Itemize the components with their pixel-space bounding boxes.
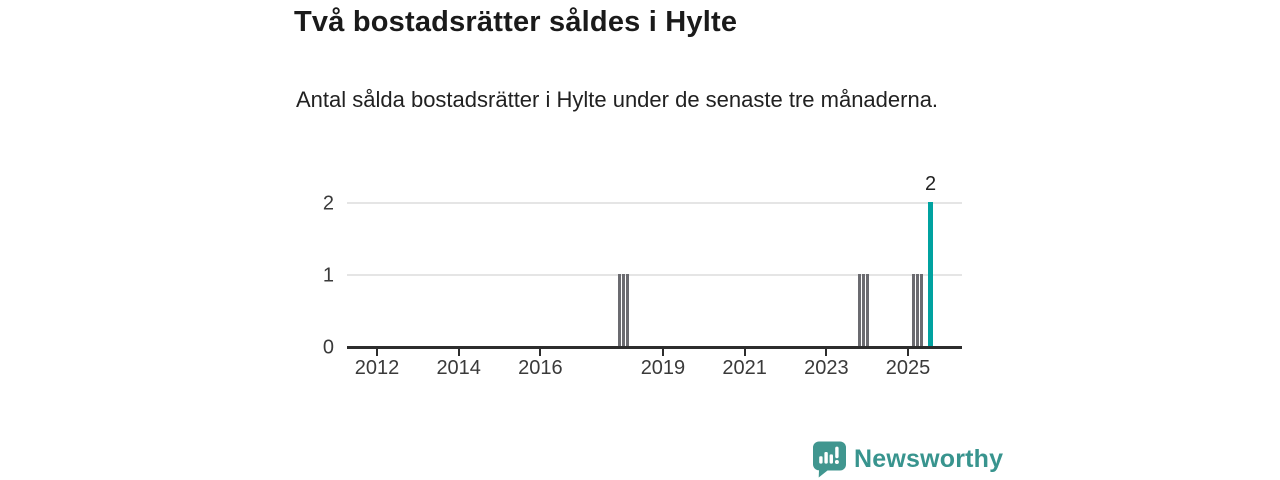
- bar: [916, 274, 919, 346]
- x-axis-tick-label: 2014: [436, 357, 481, 379]
- bar: [858, 274, 861, 346]
- x-axis-tick-mark: [743, 349, 746, 356]
- y-gridline: [347, 202, 962, 204]
- y-axis-tick-label: 2: [322, 192, 334, 215]
- x-axis-tick-mark: [907, 349, 910, 356]
- bar: [920, 274, 923, 346]
- chart-subtitle: Antal sålda bostadsrätter i Hylte under …: [296, 87, 939, 112]
- bar: [626, 274, 630, 346]
- x-axis-tick-mark: [825, 349, 828, 356]
- x-axis-tick-label: 2021: [722, 357, 767, 379]
- x-axis-line: [347, 346, 962, 349]
- bar: [862, 274, 865, 346]
- x-axis-tick-mark: [661, 349, 664, 356]
- x-axis-tick-label: 2016: [518, 357, 563, 379]
- bar-chart-speech-bubble-icon: [812, 441, 847, 478]
- newsworthy-logo: Newsworthy: [812, 441, 1003, 478]
- y-axis-tick-label: 0: [322, 336, 334, 359]
- x-axis-tick-mark: [457, 349, 460, 356]
- chart-title: Två bostadsrätter såldes i Hylte: [294, 6, 738, 38]
- bar: [622, 274, 626, 346]
- bar: [866, 274, 869, 346]
- x-axis-tick-label: 2023: [804, 357, 849, 379]
- y-gridline: [347, 274, 962, 276]
- bar-value-annotation: 2: [924, 173, 937, 195]
- bar-highlighted: [928, 202, 933, 346]
- newsworthy-logo-text: Newsworthy: [854, 445, 1004, 473]
- bar: [618, 274, 622, 346]
- x-axis-tick-mark: [539, 349, 542, 356]
- x-axis-tick-label: 2012: [354, 357, 400, 379]
- x-axis-tick-label: 2025: [885, 357, 931, 379]
- bar: [912, 274, 916, 346]
- x-axis-tick-label: 2019: [640, 357, 686, 379]
- y-axis-tick-label: 1: [322, 264, 334, 287]
- x-axis-tick-mark: [376, 349, 378, 356]
